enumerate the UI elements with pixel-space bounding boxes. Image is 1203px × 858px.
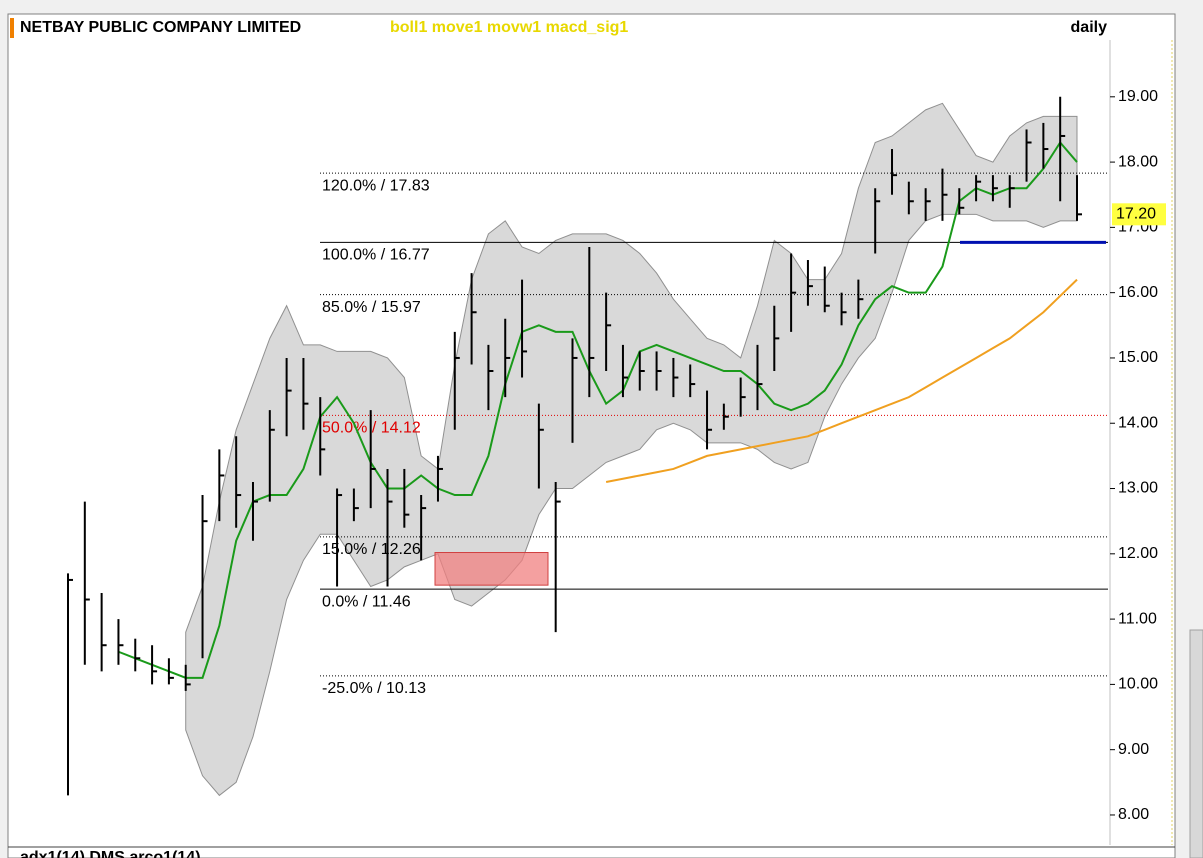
y-tick-label: 18.00 xyxy=(1118,153,1158,170)
lower-panel-title: adx1(14) DMS arco1(14) xyxy=(20,849,201,858)
fib-level-label: 100.0% / 16.77 xyxy=(322,247,430,264)
target-zone xyxy=(434,552,549,586)
fib-level-label: 0.0% / 11.46 xyxy=(322,593,411,610)
y-tick-label: 10.00 xyxy=(1118,676,1158,693)
scrollbar[interactable] xyxy=(1189,629,1203,858)
period-label: daily xyxy=(1071,19,1108,36)
last-price-label: 17.20 xyxy=(1116,206,1156,223)
y-tick-label: 12.00 xyxy=(1118,545,1158,562)
last-price-box xyxy=(1112,203,1166,226)
y-tick-label: 8.00 xyxy=(1118,806,1149,823)
y-tick-label: 9.00 xyxy=(1118,741,1149,758)
fib-level-label: 85.0% / 15.97 xyxy=(322,299,421,316)
indicator-list: boll1 move1 movw1 macd_sig1 xyxy=(390,19,628,36)
y-tick-label: 19.00 xyxy=(1118,88,1158,105)
fib-level-label: 120.0% / 17.83 xyxy=(322,177,430,194)
moving-average xyxy=(605,278,1078,483)
fib-level-label: -25.0% / 10.13 xyxy=(322,680,426,697)
chart-title: NETBAY PUBLIC COMPANY LIMITED xyxy=(20,19,301,36)
y-tick-label: 14.00 xyxy=(1118,414,1158,431)
title-marker xyxy=(10,18,14,38)
y-tick-label: 11.00 xyxy=(1118,610,1157,627)
y-tick-label: 16.00 xyxy=(1118,284,1158,301)
y-tick-label: 13.00 xyxy=(1118,480,1158,497)
moving-average xyxy=(118,140,1078,679)
y-tick-label: 15.00 xyxy=(1118,349,1158,366)
fib-level-label: 15.0% / 12.26 xyxy=(322,541,421,558)
